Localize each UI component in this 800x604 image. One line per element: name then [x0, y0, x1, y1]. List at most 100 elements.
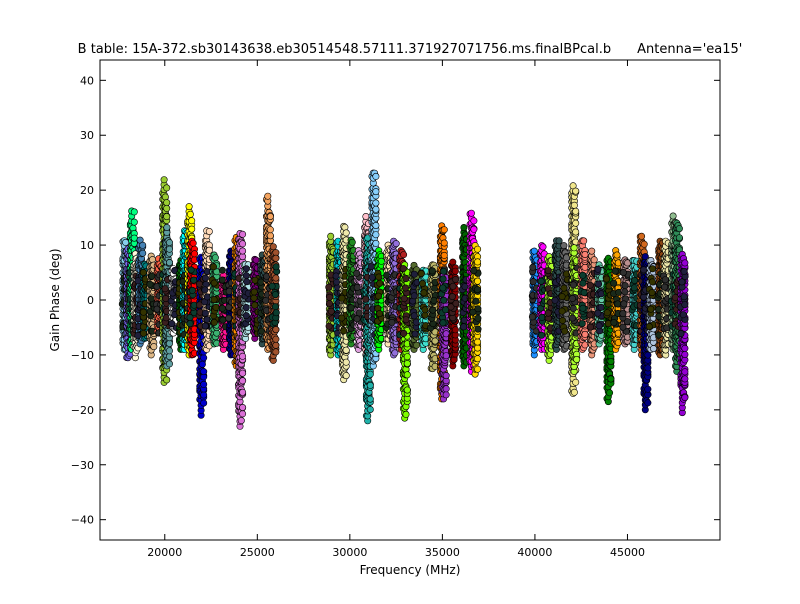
- series-column: [186, 237, 199, 359]
- data-point: [166, 347, 174, 355]
- data-point: [252, 256, 260, 264]
- data-point: [211, 254, 219, 262]
- data-point: [266, 213, 274, 221]
- data-point: [166, 239, 174, 247]
- data-point: [338, 294, 346, 302]
- data-point: [250, 288, 258, 296]
- data-point: [130, 218, 138, 226]
- data-point: [201, 286, 209, 294]
- data-point: [130, 234, 138, 242]
- data-point: [375, 273, 383, 281]
- data-point: [327, 232, 335, 240]
- data-point: [372, 199, 380, 207]
- data-point: [372, 239, 380, 247]
- data-point: [201, 309, 209, 317]
- data-point: [239, 388, 247, 396]
- data-point: [163, 213, 171, 221]
- data-point: [325, 283, 333, 291]
- data-point: [342, 229, 350, 237]
- data-point: [186, 320, 194, 328]
- data-point: [342, 358, 350, 366]
- data-point: [401, 284, 409, 292]
- data-point: [139, 268, 147, 276]
- data-point: [205, 246, 213, 254]
- data-point: [372, 231, 380, 239]
- data-point: [147, 295, 155, 303]
- data-point: [210, 296, 218, 304]
- data-point: [372, 188, 380, 196]
- data-point: [166, 259, 174, 267]
- data-point: [272, 263, 280, 271]
- data-point: [187, 266, 195, 274]
- data-point: [431, 284, 439, 292]
- data-point: [400, 329, 408, 337]
- data-point: [210, 279, 218, 287]
- data-point: [250, 294, 258, 302]
- data-point: [166, 353, 174, 361]
- data-point: [402, 275, 410, 283]
- data-point: [166, 360, 174, 368]
- data-point: [225, 287, 233, 295]
- data-point: [163, 376, 171, 384]
- data-point: [338, 314, 346, 322]
- data-point: [242, 312, 250, 320]
- data-point: [272, 309, 280, 317]
- data-point: [242, 303, 250, 311]
- data-point: [237, 417, 245, 425]
- data-point: [403, 353, 411, 361]
- data-point: [146, 280, 154, 288]
- data-point: [251, 301, 259, 309]
- data-point: [239, 352, 247, 360]
- data-point: [122, 238, 130, 246]
- data-point: [130, 208, 138, 216]
- data-point: [440, 239, 448, 247]
- data-point: [189, 239, 197, 247]
- data-point: [218, 266, 226, 274]
- data-point: [342, 346, 350, 354]
- data-point: [272, 348, 280, 356]
- data-point: [218, 304, 226, 312]
- data-point: [200, 354, 208, 362]
- data-point: [431, 337, 439, 345]
- data-point: [243, 278, 251, 286]
- data-point: [403, 371, 411, 379]
- data-point: [410, 312, 418, 320]
- data-point: [420, 289, 428, 297]
- data-point: [353, 269, 361, 277]
- data-point: [239, 240, 247, 248]
- data-point: [325, 322, 333, 330]
- data-point: [399, 265, 407, 273]
- data-point: [239, 403, 247, 411]
- data-point: [150, 343, 158, 351]
- data-points: [118, 169, 689, 430]
- data-point: [188, 225, 196, 233]
- data-point: [402, 410, 410, 418]
- data-point: [272, 254, 280, 262]
- data-point: [372, 222, 380, 230]
- data-point: [417, 270, 425, 278]
- data-point: [242, 272, 250, 280]
- title-text: B table: 15A-372.sb30143638.eb30514548.5…: [78, 42, 611, 57]
- data-point: [377, 257, 385, 265]
- data-point: [353, 315, 361, 323]
- data-point: [347, 304, 355, 312]
- data-point: [376, 279, 384, 287]
- data-point: [190, 276, 198, 284]
- data-point: [200, 391, 208, 399]
- data-point: [242, 265, 250, 273]
- data-point: [168, 320, 176, 328]
- data-point: [166, 339, 174, 347]
- data-point: [325, 293, 333, 301]
- data-point: [271, 303, 279, 311]
- data-point: [353, 283, 361, 291]
- data-point: [403, 359, 411, 367]
- data-point: [400, 251, 408, 259]
- series-column: [373, 247, 386, 353]
- data-point: [372, 172, 380, 180]
- data-point: [269, 243, 277, 251]
- data-point: [225, 314, 233, 322]
- data-point: [163, 199, 171, 207]
- data-point: [366, 395, 374, 403]
- data-point: [272, 274, 280, 282]
